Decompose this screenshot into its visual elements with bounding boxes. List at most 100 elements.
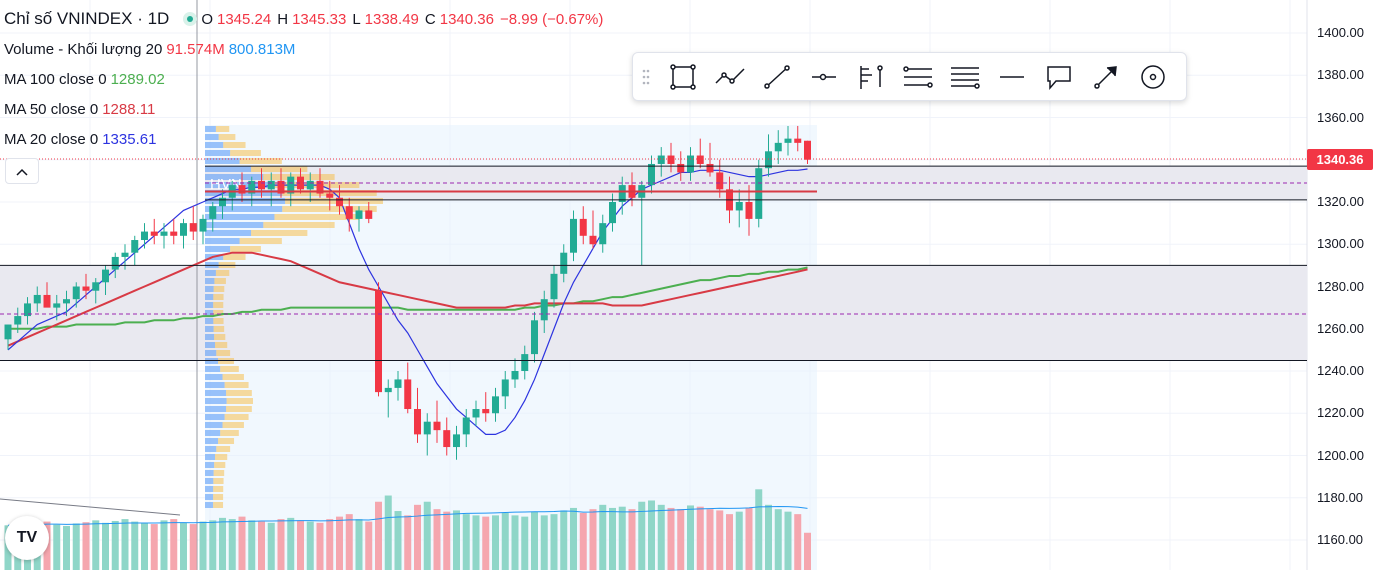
volume-bar (570, 507, 577, 570)
volume-bar (433, 509, 441, 570)
volume-ma-value: 800.813M (228, 41, 296, 58)
volume-bar (726, 514, 733, 570)
low-label: L (352, 11, 361, 28)
volume-bar (297, 520, 304, 570)
volume-profile-bar (205, 366, 221, 372)
candle-body (287, 176, 295, 194)
volume-bar (238, 516, 246, 570)
parallel-channel-icon[interactable] (894, 53, 941, 100)
candle-body (63, 299, 70, 304)
candle-body (677, 163, 685, 173)
horizontal-line-icon[interactable] (988, 53, 1035, 100)
price-tick-label: 1220.00 (1317, 405, 1364, 421)
candle-body (121, 252, 129, 257)
price-tick-label: 1200.00 (1317, 447, 1364, 463)
ma100-label: MA 100 close 0 (4, 71, 107, 88)
volume-profile-bar (223, 142, 246, 148)
candle-body (414, 409, 421, 435)
volume-profile-bar (205, 214, 275, 220)
volume-bar (316, 522, 324, 570)
candle-body (72, 286, 80, 300)
volume-legend[interactable]: Volume - Khối lượng 20 91.574M 800.813M (4, 40, 299, 60)
fib-icon[interactable] (847, 53, 894, 100)
ma100-line (8, 266, 808, 330)
candle-body (667, 155, 675, 164)
candle-body (102, 269, 109, 283)
candle-body (43, 294, 51, 308)
candle-body (14, 316, 22, 325)
volume-bar (492, 515, 499, 570)
ma100-legend[interactable]: MA 100 close 0 1289.02 (4, 70, 169, 90)
candle-body (248, 180, 256, 194)
candle-body (706, 163, 714, 173)
volume-profile-bar (215, 342, 228, 348)
position-icon[interactable] (941, 53, 988, 100)
candle-body (804, 140, 811, 160)
volume-bar (745, 507, 753, 570)
candle-body (4, 324, 12, 340)
volume-profile-bar (205, 134, 219, 140)
callout-icon[interactable] (1035, 53, 1082, 100)
volume-profile-bar (205, 478, 214, 484)
volume-bar (326, 519, 334, 570)
volume-profile-bar (239, 158, 282, 164)
volume-profile-bar (214, 462, 226, 468)
trend-line-icon[interactable] (753, 53, 800, 100)
volume-bar (579, 512, 587, 570)
volume-bar (648, 500, 655, 570)
volume-profile-bar (263, 222, 335, 228)
candle-body (482, 409, 490, 414)
arrow-icon[interactable] (1082, 53, 1129, 100)
volume-value: 91.574M (166, 41, 225, 58)
volume-profile-bar (205, 422, 223, 428)
volume-bar (277, 519, 285, 570)
volume-profile-bar (213, 286, 225, 292)
volume-profile-bar (205, 174, 264, 180)
volume-profile-bar (205, 334, 215, 340)
volume-profile-bar (205, 342, 216, 348)
volume-bar (638, 501, 646, 570)
tradingview-logo[interactable]: TV (5, 516, 49, 560)
ma100-value: 1289.02 (110, 71, 165, 88)
rectangle-icon[interactable] (659, 53, 706, 100)
candles (4, 125, 811, 460)
volume-profile-bar (213, 478, 224, 484)
ma20-legend[interactable]: MA 20 close 0 1335.61 (4, 130, 160, 150)
collapse-legend-button[interactable] (5, 158, 39, 184)
volume-profile-bar (230, 150, 261, 156)
volume-bar (345, 514, 353, 570)
price-tick-label: 1180.00 (1317, 489, 1364, 505)
candle-body (258, 180, 265, 190)
volume-bar (696, 506, 704, 570)
price-tick-label: 1160.00 (1317, 532, 1364, 547)
volume-profile-bar (215, 126, 230, 132)
circle-icon[interactable] (1129, 53, 1176, 100)
change-value: −8.99 (−0.67%) (499, 11, 604, 28)
volume-bar (414, 504, 421, 570)
ma50-legend[interactable]: MA 50 close 0 1288.11 (4, 100, 159, 120)
price-axis[interactable]: 1400.001380.001360.001340.001320.001300.… (1307, 0, 1375, 570)
trend-line (0, 498, 181, 516)
volume-profile-bar (215, 270, 230, 276)
volume-bar (150, 524, 158, 570)
candle-body (443, 430, 451, 448)
support-zone (0, 265, 1307, 361)
ma50-label: MA 50 close 0 (4, 101, 99, 118)
volume-profile-bar (205, 430, 221, 436)
volume-bar (92, 520, 100, 570)
volume-profile-bar (213, 470, 225, 476)
horizontal-ray-icon[interactable] (800, 53, 847, 100)
candle-body (453, 434, 460, 448)
candle-body (618, 185, 626, 202)
volume-bar (784, 511, 792, 570)
path-icon[interactable] (706, 53, 753, 100)
price-tick-label: 1380.00 (1317, 67, 1364, 83)
symbol-title[interactable]: Chỉ số VNINDEX · 1D (4, 9, 170, 28)
candle-body (92, 282, 100, 291)
drag-handle-icon[interactable] (633, 53, 659, 100)
volume-bar (794, 514, 802, 570)
volume-bar (267, 522, 275, 570)
volume-bar (394, 511, 402, 570)
volume-profile-bar (274, 214, 360, 220)
